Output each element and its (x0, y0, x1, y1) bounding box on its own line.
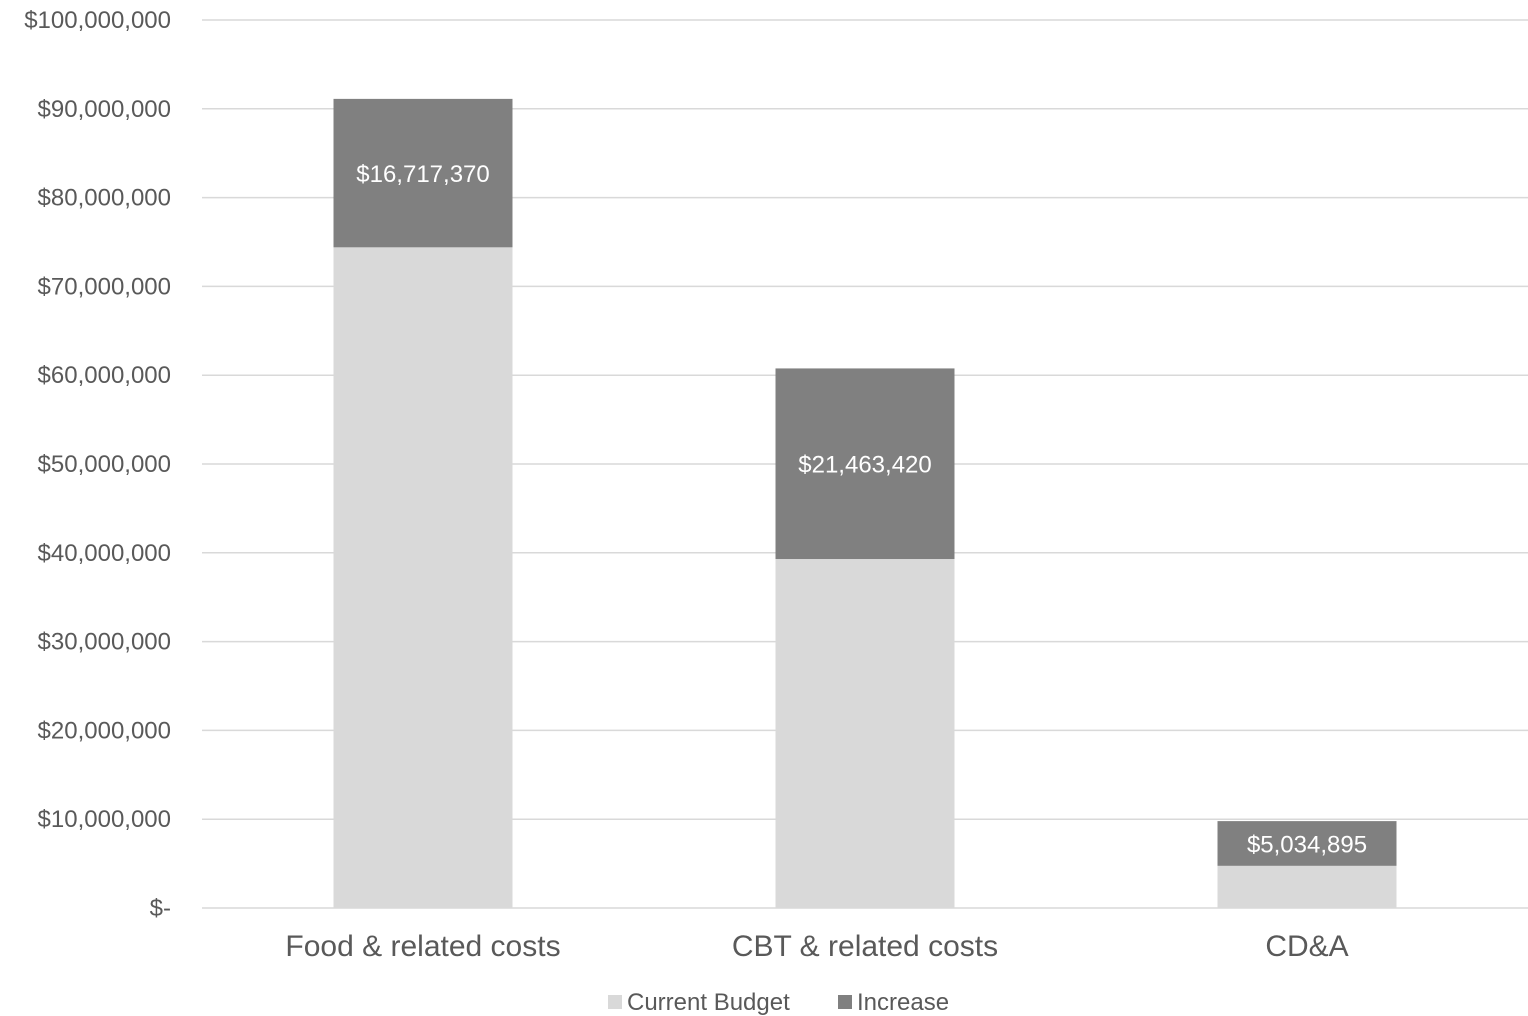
bar-segment-increase (775, 368, 955, 560)
x-category-label: CBT & related costs (732, 930, 998, 963)
bars: $16,717,370 $21,463,420 $5,034,895 (333, 98, 1397, 908)
bar-segment-current-budget (1217, 865, 1397, 908)
y-tick-label: $90,000,000 (38, 96, 171, 123)
y-tick-label: $60,000,000 (38, 362, 171, 389)
legend-swatch (608, 995, 622, 1009)
legend-label: Increase (857, 989, 949, 1016)
data-label: $16,717,370 (356, 161, 489, 188)
y-tick-label: $20,000,000 (38, 717, 171, 744)
y-tick-label: $70,000,000 (38, 273, 171, 300)
y-tick-label: $80,000,000 (38, 185, 171, 212)
x-category-label: CD&A (1265, 930, 1348, 963)
data-label: $5,034,895 (1247, 831, 1367, 858)
legend-swatch (838, 995, 852, 1009)
data-label: $21,463,420 (798, 452, 931, 479)
y-tick-label: $40,000,000 (38, 540, 171, 567)
bar-segment-increase (1217, 821, 1397, 866)
bar-segment-current-budget (333, 247, 513, 908)
y-tick-label: $30,000,000 (38, 629, 171, 656)
legend-label: Current Budget (627, 989, 790, 1016)
bar-segment-current-budget (775, 559, 955, 908)
y-axis: $- $10,000,000 $20,000,000 $30,000,000 $40,0… (24, 7, 171, 922)
y-tick-label: $- (150, 895, 171, 922)
x-axis: Food & related costs CBT & related costs C… (285, 930, 1348, 963)
legend: Current Budget Increase (608, 989, 949, 1016)
bar-segment-increase (333, 98, 513, 248)
x-category-label: Food & related costs (285, 930, 560, 963)
y-tick-label: $100,000,000 (24, 7, 171, 34)
y-tick-label: $50,000,000 (38, 451, 171, 478)
y-tick-label: $10,000,000 (38, 806, 171, 833)
